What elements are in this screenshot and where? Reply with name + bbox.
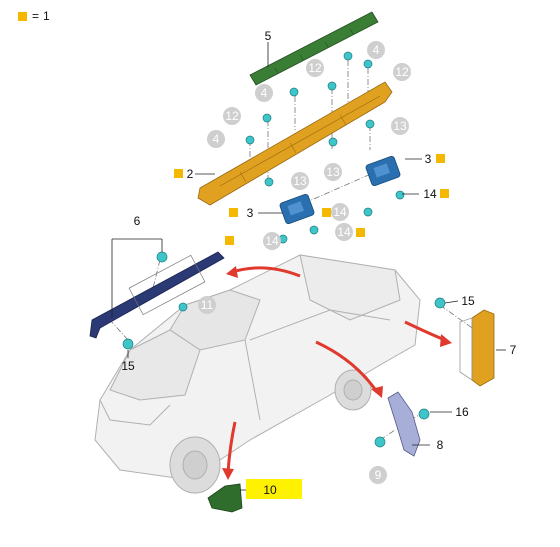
callout-4: 4	[373, 43, 380, 57]
clip-9	[374, 436, 386, 448]
callout-9: 9	[375, 468, 382, 482]
clip-13-right	[365, 119, 375, 129]
callout-12: 12	[225, 109, 239, 123]
part-5-upper-rail[interactable]	[249, 11, 379, 86]
callout-labels: 5 4 12 12 4 12 4 13 13 13 2 3 3 14 14 14…	[121, 29, 516, 497]
callout-14: 14	[333, 205, 347, 219]
clip-12-left	[262, 113, 272, 123]
callout-13: 13	[393, 119, 407, 133]
callout-12: 12	[308, 61, 322, 75]
part-3-bracket-upper[interactable]	[365, 155, 401, 187]
part-2-detail	[219, 95, 381, 187]
part-10-highlight	[246, 479, 302, 499]
callout-14: 14	[265, 234, 279, 248]
arrow-to-front-mudguard	[226, 421, 237, 473]
part-6-rail[interactable]	[89, 251, 225, 339]
clip-15-left	[122, 338, 134, 350]
clip-16	[418, 408, 430, 420]
part-8-rear-mudguard[interactable]	[387, 391, 421, 457]
grey-callout-circles	[198, 41, 411, 484]
callout-3: 3	[247, 206, 254, 220]
callout-14: 14	[423, 187, 437, 201]
clip-14-lower	[309, 225, 319, 235]
clip-12-top	[363, 59, 373, 69]
clip-13-mid	[328, 137, 338, 147]
callout-4: 4	[261, 86, 268, 100]
clips	[122, 51, 446, 448]
clip-12-mid	[327, 81, 337, 91]
clip-6	[156, 251, 168, 263]
callout-12: 12	[395, 65, 409, 79]
clip-14-mid	[363, 207, 373, 217]
clip-14-right	[395, 190, 405, 200]
part-6-bracket-outline	[128, 254, 206, 316]
legend-marker	[18, 11, 27, 21]
legend-value: 1	[43, 9, 50, 23]
callout-15: 15	[121, 359, 135, 373]
pickup-truck-outline	[94, 254, 421, 494]
callout-11: 11	[201, 298, 214, 312]
clip-4-left	[245, 135, 255, 145]
callout-16: 16	[455, 405, 469, 419]
callout-13: 13	[293, 174, 307, 188]
part-3-bracket-lower[interactable]	[279, 193, 315, 225]
callout-15: 15	[461, 294, 475, 308]
legend-symbol: =	[32, 9, 40, 23]
clip-4-mid	[289, 87, 299, 97]
callout-4: 4	[213, 132, 220, 146]
arrow-to-roof-rail	[231, 266, 301, 278]
callout-3: 3	[425, 152, 432, 166]
part-7-tailgate-trim[interactable]	[459, 309, 495, 387]
callout-7: 7	[510, 343, 517, 357]
callout-8: 8	[437, 438, 444, 452]
arrow-to-rear-mudguard	[315, 340, 379, 393]
callout-6: 6	[134, 214, 141, 228]
callout-13: 13	[326, 165, 340, 179]
red-arrow-heads	[222, 266, 452, 480]
clip-4-top	[343, 51, 353, 61]
clip-15-right	[434, 297, 446, 309]
callout-10: 10	[263, 483, 277, 497]
clip-11	[178, 302, 188, 312]
legend-markers	[174, 154, 449, 245]
part-10-front-mudguard[interactable]	[207, 483, 243, 513]
callout-14: 14	[337, 225, 351, 239]
callout-2: 2	[187, 167, 194, 181]
callout-5: 5	[265, 29, 272, 43]
legend: = 1	[18, 9, 50, 23]
part-5-ribbing	[274, 28, 354, 74]
clip-13-left	[264, 177, 274, 187]
